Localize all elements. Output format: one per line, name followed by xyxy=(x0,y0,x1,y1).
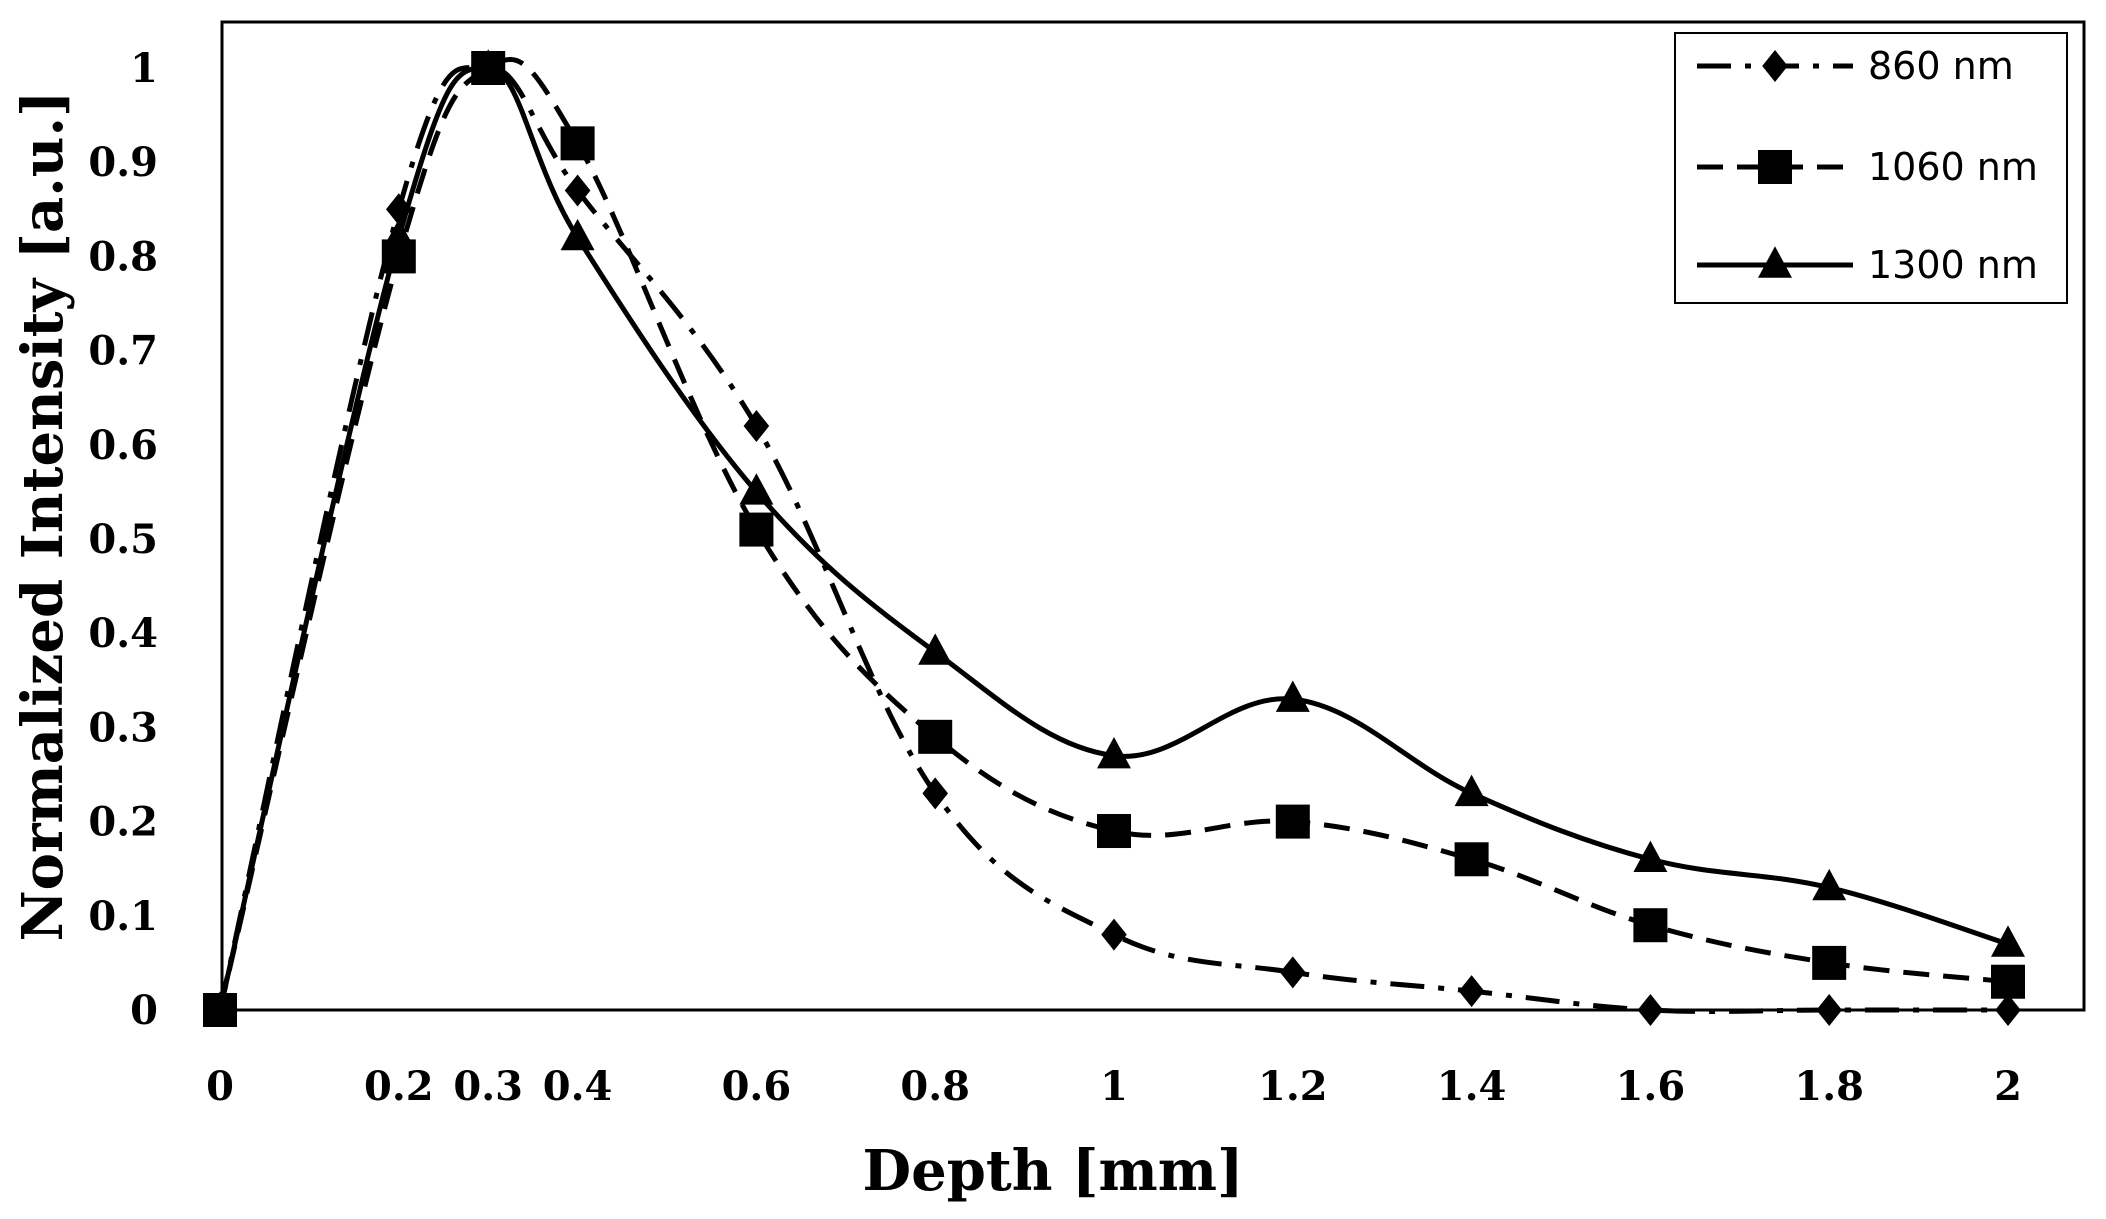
x-tick-label: 1 xyxy=(1100,1063,1128,1110)
series-layer xyxy=(203,49,2025,1027)
legend-label: 1060 nm xyxy=(1868,145,2038,189)
diamond-marker xyxy=(1995,994,2021,1026)
triangle-marker xyxy=(1454,774,1489,807)
x-tick-label: 1.2 xyxy=(1258,1063,1328,1110)
x-tick-label: 1.4 xyxy=(1437,1063,1507,1110)
triangle-marker xyxy=(1097,736,1131,769)
triangle-marker xyxy=(1991,925,2025,957)
x-tick-label: 0.2 xyxy=(364,1063,434,1110)
legend-entry-1300-nm: 1300 nm xyxy=(1697,243,2038,287)
y-tick-label: 0 xyxy=(130,987,158,1034)
legend-diamond-marker xyxy=(1762,50,1788,82)
diamond-marker xyxy=(1101,918,1127,951)
y-tick-label: 0.3 xyxy=(88,704,158,751)
diamond-marker xyxy=(1816,994,1842,1026)
y-tick-label: 0.7 xyxy=(88,328,158,375)
triangle-marker xyxy=(381,218,416,251)
y-tick-label: 0.6 xyxy=(88,422,158,469)
diamond-marker xyxy=(1637,994,1664,1026)
legend-label: 1300 nm xyxy=(1868,243,2038,287)
y-axis-ticks: 0 0.1 0.2 0.3 0.4 0.5 0.6 0.7 0.8 0.9 1 xyxy=(88,45,158,1034)
triangle-marker xyxy=(203,991,237,1023)
x-tick-label: 2 xyxy=(1994,1063,2022,1110)
triangle-marker xyxy=(739,473,774,505)
square-marker xyxy=(1991,964,2025,999)
y-tick-label: 0.4 xyxy=(88,610,158,657)
legend: 860 nm 1060 nm 1300 nm xyxy=(1674,32,2068,304)
x-axis-title: Depth [mm] xyxy=(863,1138,1244,1204)
legend-label: 860 nm xyxy=(1868,44,2014,88)
x-axis-ticks: 0 0.2 0.3 0.4 0.6 0.8 1 1.2 1.4 1.6 1.8 2 xyxy=(206,1063,2022,1110)
y-tick-label: 0.8 xyxy=(88,233,158,280)
diamond-marker xyxy=(1458,975,1485,1008)
triangle-marker xyxy=(471,49,506,81)
y-tick-label: 1 xyxy=(130,45,158,92)
square-marker xyxy=(918,719,953,754)
y-tick-label: 0.2 xyxy=(88,799,158,846)
x-tick-label: 0.6 xyxy=(722,1063,792,1110)
diamond-marker xyxy=(564,174,591,207)
y-tick-label: 0.5 xyxy=(88,516,158,563)
square-marker xyxy=(739,512,774,547)
x-tick-label: 1.6 xyxy=(1616,1063,1686,1110)
triangle-marker xyxy=(560,218,595,251)
series-1300-nm xyxy=(203,49,2025,1023)
square-marker xyxy=(560,126,595,161)
y-tick-label: 0.9 xyxy=(88,139,158,186)
square-marker xyxy=(1454,842,1489,877)
diamond-marker xyxy=(1280,956,1306,989)
square-marker xyxy=(1812,945,1847,980)
square-marker xyxy=(1275,804,1310,839)
triangle-marker xyxy=(1275,680,1310,712)
y-tick-label: 0.1 xyxy=(88,893,158,940)
triangle-marker xyxy=(1633,840,1668,873)
x-tick-label: 0.8 xyxy=(900,1063,970,1110)
x-tick-label: 0 xyxy=(206,1063,234,1110)
diamond-marker xyxy=(743,409,770,442)
legend-entry-860-nm: 860 nm xyxy=(1697,44,2014,88)
triangle-marker xyxy=(918,633,953,665)
x-tick-label: 1.8 xyxy=(1794,1063,1864,1110)
triangle-marker xyxy=(1812,868,1847,901)
x-tick-label: 0.3 xyxy=(453,1063,523,1110)
square-marker xyxy=(1097,814,1131,849)
series-line-860-nm xyxy=(217,65,2008,1015)
legend-triangle-marker xyxy=(1758,246,1792,278)
x-tick-label: 0.4 xyxy=(543,1063,613,1110)
square-marker xyxy=(1633,908,1668,943)
y-axis-title: Normalized Intensity [a.u.] xyxy=(10,90,76,941)
diamond-marker xyxy=(386,193,412,226)
legend-entry-1060-nm: 1060 nm xyxy=(1697,145,2038,189)
plot-area-frame xyxy=(220,20,2086,1012)
legend-square-marker xyxy=(1758,150,1792,184)
diamond-marker xyxy=(922,777,948,810)
series-line-1300-nm xyxy=(217,65,2009,1011)
